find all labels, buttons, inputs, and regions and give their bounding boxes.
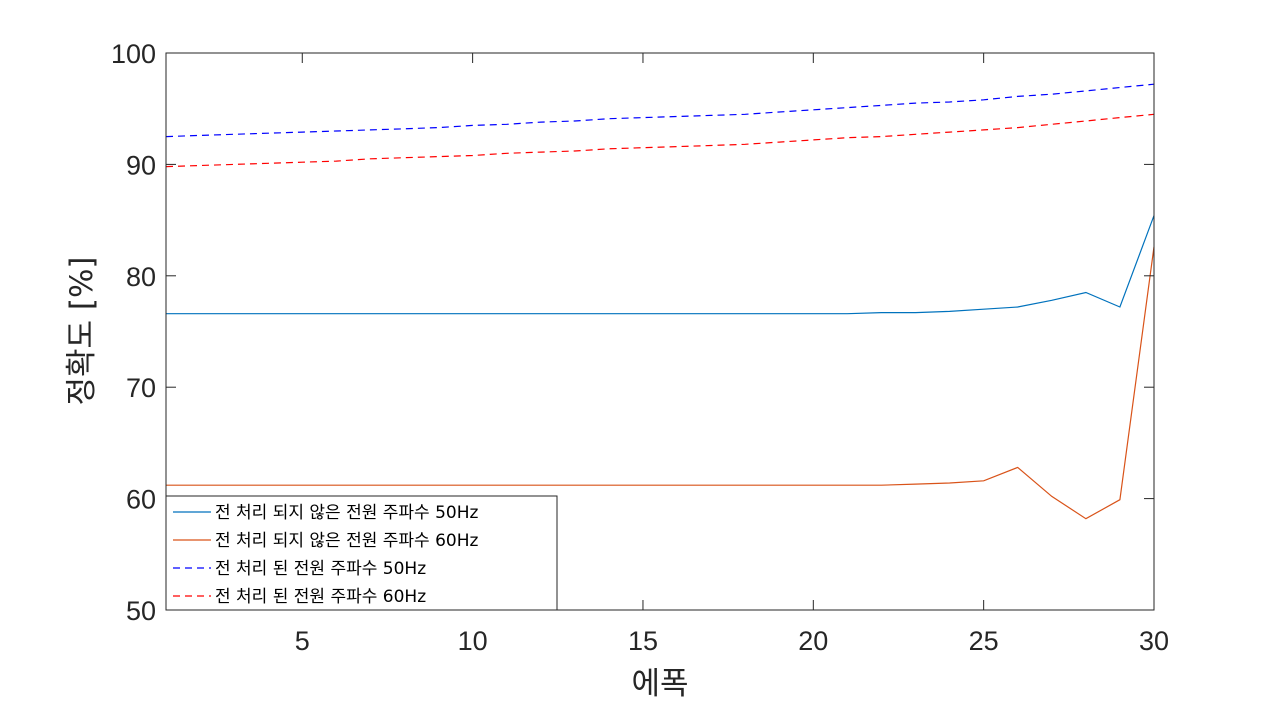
legend-label-1: 전 처리 되지 않은 전원 주파수 50Hz — [215, 503, 479, 523]
x-tick-label: 15 — [628, 626, 658, 656]
x-tick-label: 30 — [1139, 626, 1169, 656]
y-tick-label: 50 — [126, 596, 156, 626]
axes-box — [165, 52, 1155, 611]
series-line-2 — [166, 246, 1155, 520]
x-axis-title: 에폭 — [631, 666, 688, 702]
y-tick-label: 70 — [126, 373, 156, 403]
x-tick-label: 20 — [798, 626, 828, 656]
y-tick-label: 100 — [111, 39, 156, 69]
y-axis-title: 정확도 [%] — [64, 256, 100, 405]
tick-layer: 5 10 15 20 25 30 50 60 70 80 90 100 — [111, 39, 1169, 656]
legend-box — [165, 495, 558, 611]
y-tick-label: 80 — [126, 262, 156, 292]
y-tick-label: 60 — [126, 485, 156, 515]
x-tick-label: 5 — [295, 626, 310, 656]
y-tick-label: 90 — [126, 150, 156, 180]
legend-label-2: 전 처리 되지 않은 전원 주파수 60Hz — [215, 531, 479, 551]
x-tick-label: 25 — [969, 626, 999, 656]
legend-label-4: 전 처리 된 전원 주파수 60Hz — [215, 587, 426, 607]
legend: 전 처리 되지 않은 전원 주파수 50Hz 전 처리 되지 않은 전원 주파수 … — [165, 495, 558, 611]
series-line-4 — [165, 113, 1155, 168]
x-tick-label: 10 — [458, 626, 488, 656]
series-line-1 — [166, 215, 1155, 315]
series-layer — [165, 83, 1155, 520]
series-line-3 — [165, 83, 1155, 138]
legend-label-3: 전 처리 된 전원 주파수 50Hz — [215, 559, 426, 579]
